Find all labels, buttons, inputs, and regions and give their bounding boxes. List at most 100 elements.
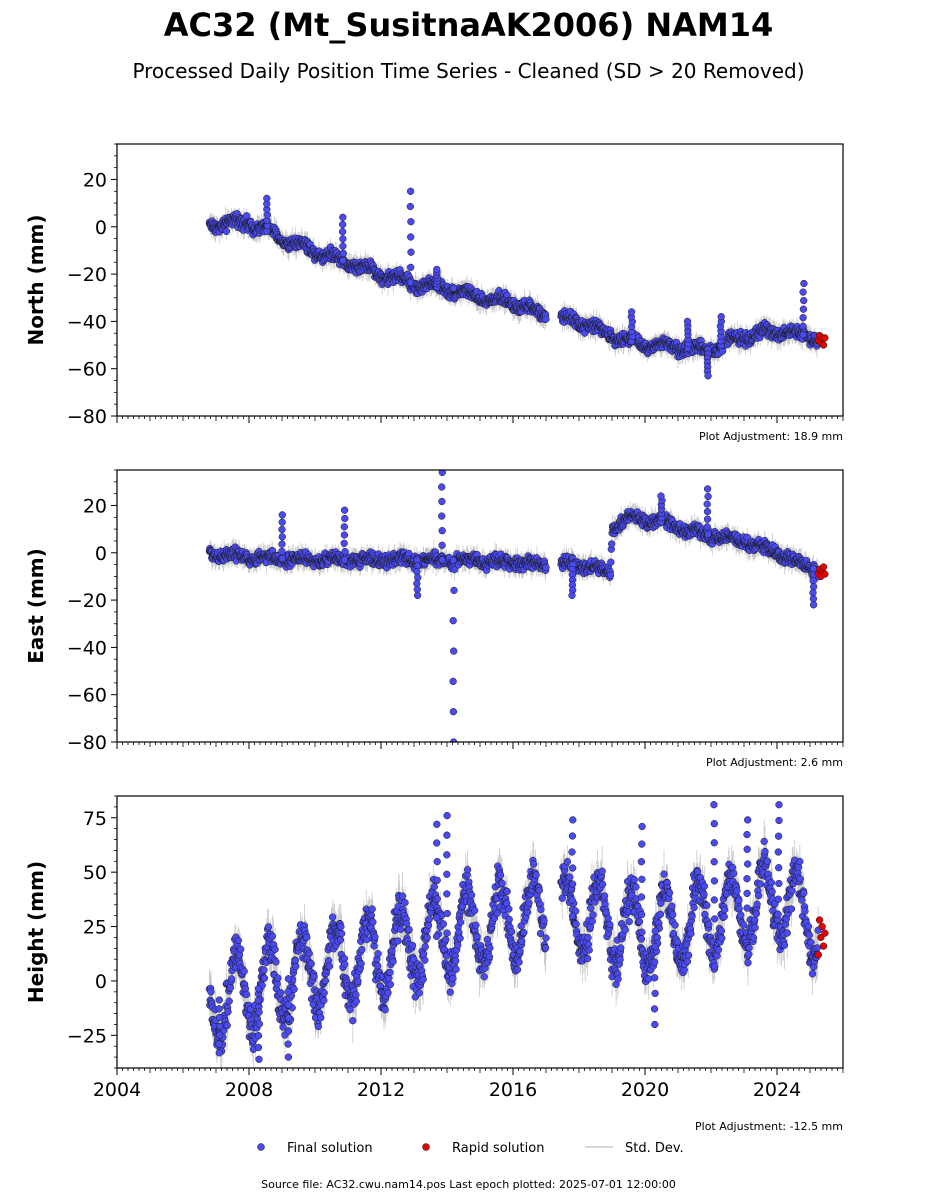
height-final-point bbox=[745, 950, 753, 958]
east-final-point bbox=[809, 601, 818, 609]
height-final-point bbox=[384, 989, 392, 997]
north-final-point bbox=[339, 220, 347, 229]
height-final-point bbox=[587, 904, 595, 912]
height-final-point bbox=[690, 903, 698, 912]
height-final-point bbox=[703, 901, 711, 910]
height-final-point bbox=[320, 996, 328, 1005]
north-ytick-label: −40 bbox=[67, 311, 107, 333]
east-final-point bbox=[449, 677, 457, 686]
height-final-point bbox=[419, 950, 428, 958]
north-final-point bbox=[339, 213, 347, 221]
height-final-point bbox=[588, 917, 596, 926]
north-ytick-label: 0 bbox=[95, 217, 107, 239]
height-final-point bbox=[516, 947, 524, 955]
east-ytick-label: 0 bbox=[95, 543, 107, 565]
north-final-point bbox=[339, 242, 347, 250]
height-final-point bbox=[540, 917, 548, 925]
north-final-point bbox=[407, 263, 415, 272]
north-final-point bbox=[799, 331, 807, 339]
height-final-point bbox=[688, 912, 696, 921]
height-final-point bbox=[798, 896, 806, 904]
height-final-point bbox=[467, 891, 476, 899]
height-final-point bbox=[598, 867, 606, 875]
east-final-point bbox=[542, 563, 550, 572]
height-final-point bbox=[498, 879, 506, 887]
height-final-point bbox=[374, 950, 382, 958]
height-final-point bbox=[260, 974, 269, 982]
height-final-point bbox=[368, 905, 376, 913]
height-final-point bbox=[496, 871, 505, 879]
east-final-point bbox=[568, 591, 576, 600]
height-final-point bbox=[493, 909, 501, 917]
height-final-point bbox=[714, 946, 722, 954]
north-final-point bbox=[799, 314, 807, 322]
east-final-point bbox=[703, 507, 712, 516]
height-final-point bbox=[473, 932, 481, 941]
height-final-point bbox=[753, 900, 761, 908]
east-final-point bbox=[278, 540, 286, 548]
height-final-point bbox=[644, 975, 653, 983]
east-final-point bbox=[703, 523, 711, 531]
east-final-point bbox=[608, 540, 616, 548]
north-ytick-label: −80 bbox=[67, 406, 107, 428]
north-final-point bbox=[406, 202, 414, 211]
north-final-point bbox=[799, 322, 807, 330]
height-final-point bbox=[749, 934, 758, 942]
height-final-point bbox=[272, 958, 280, 966]
east-final-point bbox=[450, 647, 458, 655]
height-final-point bbox=[751, 923, 759, 932]
east-stddev-bars bbox=[209, 501, 819, 588]
east-final-point bbox=[449, 617, 457, 625]
north-data-series bbox=[205, 187, 829, 380]
height-final-point bbox=[362, 935, 371, 944]
height-final-point bbox=[801, 907, 809, 915]
north-final-point bbox=[433, 265, 441, 274]
height-final-point bbox=[718, 934, 726, 942]
height-final-point bbox=[558, 894, 566, 902]
height-final-point bbox=[446, 988, 454, 996]
height-final-point bbox=[796, 857, 804, 866]
height-final-point bbox=[421, 943, 429, 951]
north-final-point bbox=[406, 278, 415, 287]
east-rapid-point bbox=[819, 563, 828, 571]
height-final-point bbox=[421, 956, 429, 964]
east-final-point bbox=[704, 492, 712, 501]
height-final-point bbox=[604, 914, 612, 923]
north-ytick-label: 20 bbox=[83, 169, 107, 191]
height-final-point bbox=[237, 945, 245, 953]
height-final-point bbox=[788, 887, 796, 895]
height-final-point bbox=[320, 989, 328, 997]
height-final-point bbox=[572, 920, 580, 928]
height-final-point bbox=[505, 905, 513, 913]
height-final-point bbox=[780, 941, 789, 949]
height-final-point bbox=[720, 913, 728, 921]
height-final-point bbox=[637, 935, 646, 943]
height-final-point bbox=[463, 866, 472, 874]
height-final-point bbox=[542, 934, 550, 942]
east-ytick-label: −20 bbox=[67, 590, 107, 612]
height-final-point bbox=[635, 917, 644, 926]
north-rapid-point bbox=[819, 341, 828, 349]
height-final-point bbox=[271, 945, 279, 954]
height-final-point bbox=[336, 936, 345, 944]
north-final-point bbox=[717, 313, 725, 321]
height-final-point bbox=[744, 959, 752, 967]
east-final-point bbox=[278, 518, 286, 526]
east-final-point bbox=[438, 497, 446, 506]
height-data-series bbox=[205, 801, 829, 1068]
height-final-point bbox=[430, 883, 438, 891]
east-final-point bbox=[438, 541, 446, 549]
north-final-point bbox=[800, 296, 808, 305]
height-final-point bbox=[800, 889, 808, 897]
height-final-point bbox=[669, 911, 677, 919]
north-final-point bbox=[406, 187, 415, 195]
north-ytick-label: −60 bbox=[67, 359, 107, 381]
height-final-point bbox=[471, 906, 479, 915]
height-final-point bbox=[660, 870, 668, 878]
height-final-point bbox=[408, 941, 417, 950]
height-final-point bbox=[292, 962, 300, 971]
height-final-point bbox=[735, 896, 743, 905]
north-final-point bbox=[407, 233, 415, 241]
